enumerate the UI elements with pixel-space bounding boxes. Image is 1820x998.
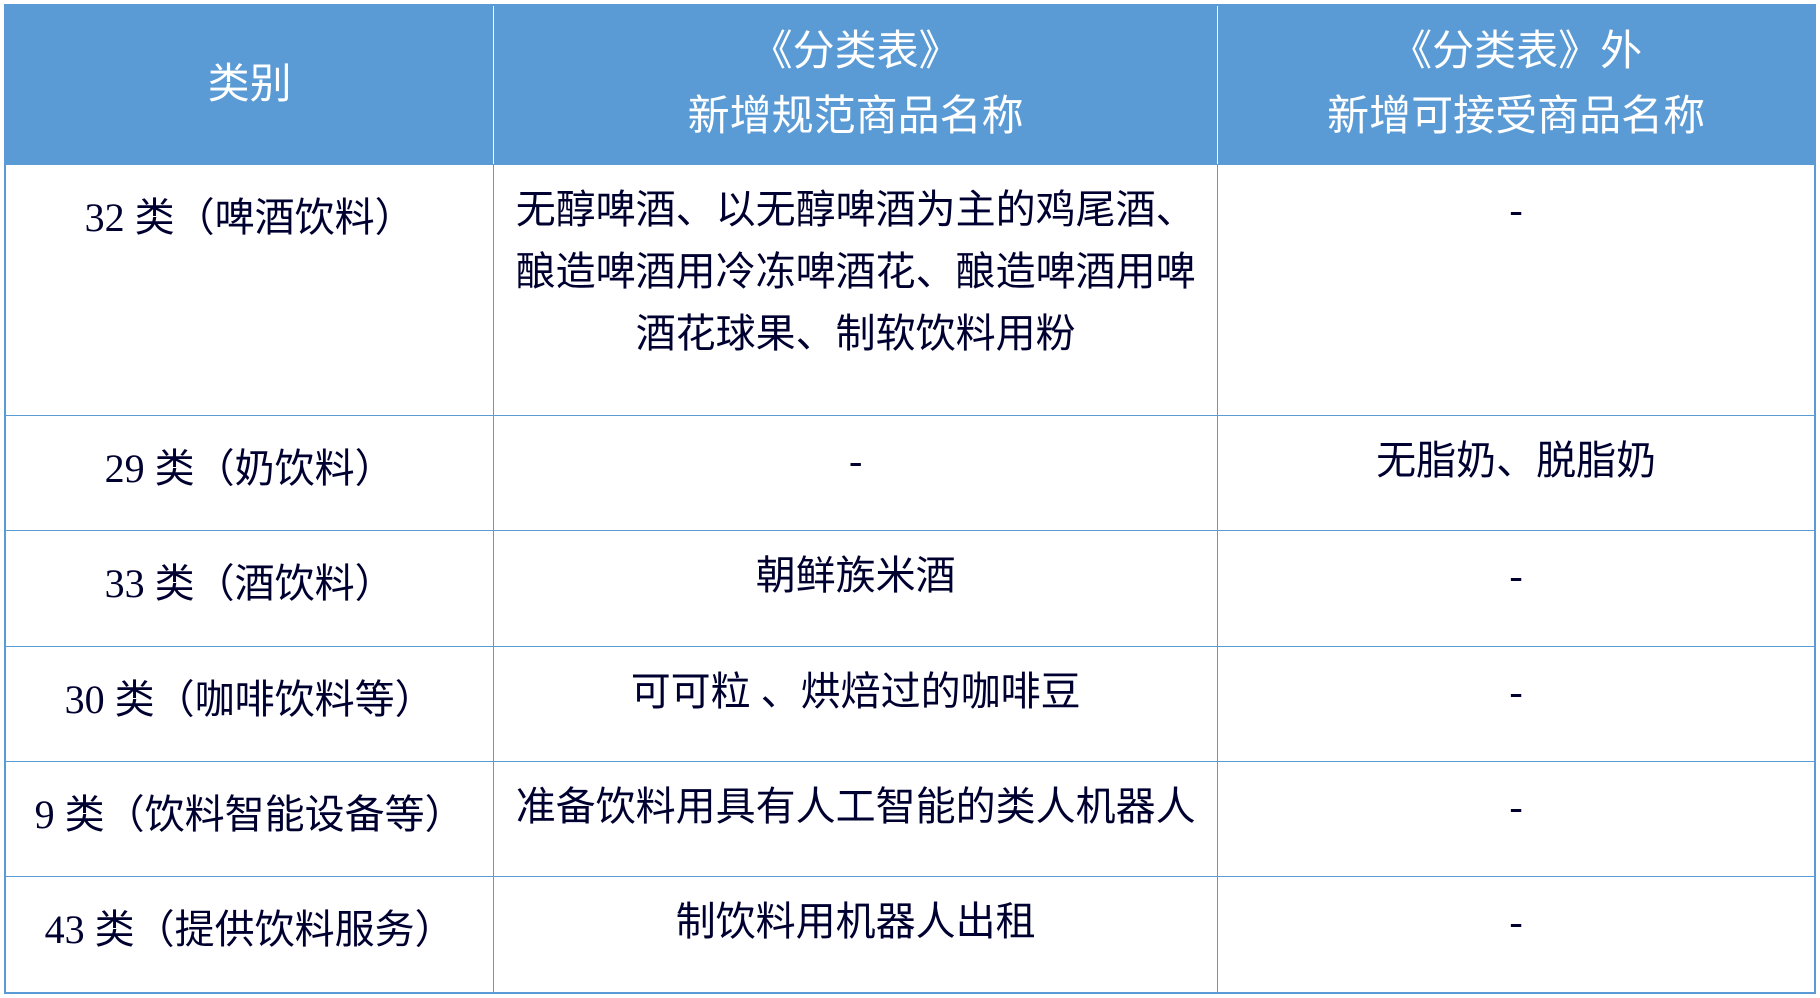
cell-category: 43 类（提供饮料服务） [5, 877, 494, 993]
cell-acceptable: - [1218, 762, 1815, 877]
cell-acceptable: - [1218, 531, 1815, 646]
cell-category: 9 类（饮料智能设备等） [5, 762, 494, 877]
cell-category: 29 类（奶饮料） [5, 415, 494, 530]
cell-acceptable: 无脂奶、脱脂奶 [1218, 415, 1815, 530]
cell-category: 30 类（咖啡饮料等） [5, 646, 494, 761]
table-row: 33 类（酒饮料） 朝鲜族米酒 - [5, 531, 1815, 646]
cell-standard: 准备饮料用具有人工智能的类人机器人 [494, 762, 1218, 877]
cell-standard: - [494, 415, 1218, 530]
cell-category: 32 类（啤酒饮料） [5, 165, 494, 416]
classification-table: 类别 《分类表》 新增规范商品名称 《分类表》外 新增可接受商品名称 32 类（… [4, 4, 1816, 994]
table-row: 29 类（奶饮料） - 无脂奶、脱脂奶 [5, 415, 1815, 530]
classification-table-container: 类别 《分类表》 新增规范商品名称 《分类表》外 新增可接受商品名称 32 类（… [0, 0, 1820, 998]
table-row: 9 类（饮料智能设备等） 准备饮料用具有人工智能的类人机器人 - [5, 762, 1815, 877]
table-row: 43 类（提供饮料服务） 制饮料用机器人出租 - [5, 877, 1815, 993]
cell-standard: 可可粒 、烘焙过的咖啡豆 [494, 646, 1218, 761]
table-header-row: 类别 《分类表》 新增规范商品名称 《分类表》外 新增可接受商品名称 [5, 5, 1815, 165]
cell-acceptable: - [1218, 877, 1815, 993]
cell-standard: 无醇啤酒、以无醇啤酒为主的鸡尾酒、酿造啤酒用冷冻啤酒花、酿造啤酒用啤酒花球果、制… [494, 165, 1218, 416]
table-row: 30 类（咖啡饮料等） 可可粒 、烘焙过的咖啡豆 - [5, 646, 1815, 761]
col-header-category: 类别 [5, 5, 494, 165]
cell-category: 33 类（酒饮料） [5, 531, 494, 646]
cell-standard: 朝鲜族米酒 [494, 531, 1218, 646]
table-row: 32 类（啤酒饮料） 无醇啤酒、以无醇啤酒为主的鸡尾酒、酿造啤酒用冷冻啤酒花、酿… [5, 165, 1815, 416]
cell-standard: 制饮料用机器人出租 [494, 877, 1218, 993]
cell-acceptable: - [1218, 165, 1815, 416]
cell-acceptable: - [1218, 646, 1815, 761]
col-header-standard-names: 《分类表》 新增规范商品名称 [494, 5, 1218, 165]
col-header-acceptable-names: 《分类表》外 新增可接受商品名称 [1218, 5, 1815, 165]
